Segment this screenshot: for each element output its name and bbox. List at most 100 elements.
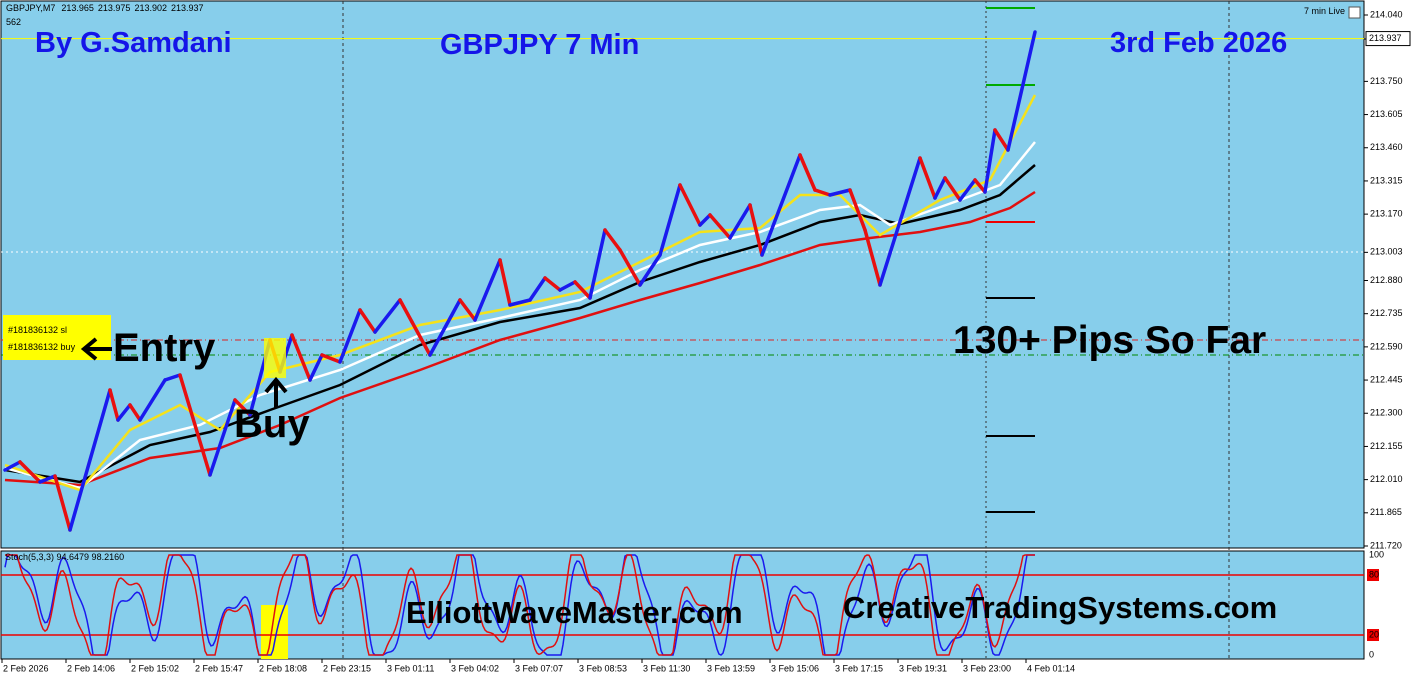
price-segment [290,333,312,382]
time-label: 3 Feb 23:00 [963,663,1011,673]
price-segment [458,298,477,322]
symbol: GBPJPY,M7 [6,3,55,13]
price-label: 211.720 [1370,540,1402,550]
time-label: 2 Feb 2026 [3,663,49,673]
entry: Entry [113,326,216,370]
price-segment [698,213,712,227]
live-label: 7 min Live [1304,6,1345,16]
time-label: 2 Feb 23:15 [323,663,371,673]
order-box [3,315,111,360]
ohlc: 213.975 [98,3,131,13]
price-segment [760,153,802,257]
highlight [264,338,286,378]
price-segment [728,203,752,240]
price-segment [678,183,702,227]
stoch-pane [0,550,1365,660]
price-segment [878,156,922,287]
time-label: 2 Feb 14:06 [67,663,115,673]
price-label: 211.865 [1370,507,1402,517]
price-segment [428,298,462,357]
price-segment [208,398,237,477]
time-label: 2 Feb 15:47 [195,663,243,673]
price-segment [558,280,577,292]
order-label: #181836132 sl [8,325,67,335]
price-segment [708,213,732,240]
level-marks [986,7,1035,513]
price-segment [943,176,962,202]
price-label: 213.003 [1370,247,1403,257]
pips: 130+ Pips So Far [953,319,1266,362]
price-label: 212.155 [1370,441,1403,451]
price-segment [68,388,112,532]
price-segment [338,308,362,364]
price-line [3,30,1037,532]
ohlc: 213.937 [171,3,204,13]
current-price-box [1365,31,1411,47]
price-segment [603,228,622,252]
price-segment [1006,30,1037,152]
title: GBPJPY 7 Min [440,29,639,61]
stoch-label: Stoch(5,3,3) 94.6479 98.2160 [5,552,124,562]
price-segment [638,253,662,287]
time-label: 3 Feb 08:53 [579,663,627,673]
price-segment [138,378,167,422]
buy: Buy [234,402,310,446]
price-label: 212.735 [1370,308,1403,318]
price-segment [308,353,324,382]
price-label: 212.300 [1370,408,1403,418]
price-segment [798,153,817,192]
price-label: 213.170 [1370,209,1403,219]
price-segment [933,176,947,200]
time-label: 2 Feb 15:02 [131,663,179,673]
price-segment [116,403,132,422]
price-segment [983,128,997,194]
price-label: 213.315 [1370,175,1403,185]
time-label: 3 Feb 13:59 [707,663,755,673]
time-label: 3 Feb 07:07 [515,663,563,673]
price-segment [958,178,977,202]
ma [4,164,1036,484]
price-label: 212.590 [1370,341,1403,351]
price-label: 213.605 [1370,109,1403,119]
price-segment [3,460,22,472]
price-segment [373,298,402,334]
time-label: 3 Feb 15:06 [771,663,819,673]
price-label: 212.010 [1370,474,1403,484]
price-segment [320,353,342,364]
price-label: 212.445 [1370,374,1403,384]
site: ElliottWaveMaster.com [406,595,743,630]
price-segment [918,156,937,200]
price-label: 214.040 [1370,9,1403,19]
live-icon [1348,6,1361,19]
price-segment [233,398,252,417]
level-box [1367,629,1379,641]
price-segment [473,258,502,322]
price-segment [573,280,592,300]
price-segment [398,298,414,324]
vertical-lines [342,1,1230,659]
time-label: 3 Feb 17:15 [835,663,883,673]
price-segment [498,258,512,307]
time-label: 4 Feb 01:14 [1027,663,1075,673]
price-label: 213.750 [1370,76,1403,86]
price-label: 213.460 [1370,142,1403,152]
author: By G.Samdani [35,27,232,59]
price-segment [38,474,57,484]
stoch-tick: 80 [1369,569,1379,579]
ma [4,190,1036,487]
stoch-tick: 20 [1369,629,1379,639]
price-pane [0,0,1365,549]
price-label: 212.880 [1370,275,1403,285]
ohlc: 213.965 [61,3,94,13]
buy-arrow [264,376,288,408]
price-segment [863,228,882,287]
price-segment [748,203,764,257]
price-segment [528,276,547,302]
price-segment [128,403,142,422]
stoch-signal [5,554,1035,656]
price-segment [618,248,642,287]
price-segment [410,320,432,357]
entry-arrow [80,337,112,361]
price-segment [658,183,682,257]
